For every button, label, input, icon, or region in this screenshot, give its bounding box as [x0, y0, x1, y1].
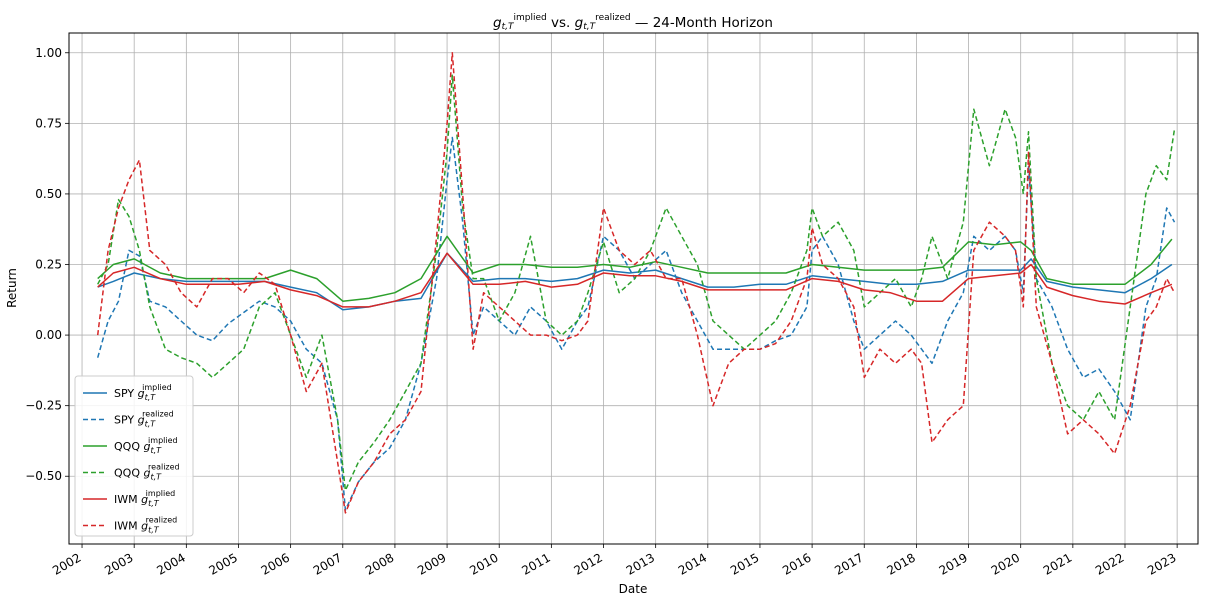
y-tick-label: 0.75	[35, 116, 62, 130]
x-tick-label: 2003	[102, 550, 135, 577]
x-tick-label: 2012	[572, 550, 605, 577]
y-axis-label: Return	[5, 268, 19, 308]
x-axis-ticks: 2002 2003 2004 2005 2006 2007 2008 2009 2010 2011…	[50, 544, 1179, 578]
series-lines	[96, 52, 1176, 514]
legend-entry: SPY gt,Timplied	[114, 383, 172, 402]
legend-entry: IWM gt,Trealized	[114, 516, 177, 535]
series-line-qqq-implied	[97, 235, 1173, 302]
x-tick-label: 2020	[989, 550, 1022, 577]
legend-entry: QQQ gt,Timplied	[114, 436, 178, 455]
y-tick-label: −0.25	[25, 399, 62, 413]
y-tick-label: 0.50	[35, 187, 62, 201]
legend-box	[74, 375, 194, 537]
series-line-qqq-realized	[97, 74, 1176, 492]
x-tick-label: 2011	[519, 550, 552, 577]
legend: SPY gt,Timplied SPY gt,Trealized QQQ gt,Ti…	[74, 375, 194, 537]
series-line-spy-realized	[96, 136, 1176, 511]
legend-entry: SPY gt,Trealized	[114, 410, 174, 429]
legend-entry: IWM gt,Timplied	[114, 489, 175, 508]
series-line-iwm-implied	[97, 252, 1173, 308]
x-tick-label: 2002	[50, 550, 83, 577]
x-tick-label: 2016	[780, 550, 813, 577]
x-tick-label: 2004	[154, 550, 187, 577]
y-axis-ticks: −0.50 −0.25 0.00 0.25 0.50 0.75 1.00	[25, 46, 69, 483]
plot-frame	[68, 32, 1199, 545]
legend-entry: QQQ gt,Trealized	[114, 463, 180, 482]
x-tick-label: 2007	[311, 550, 344, 577]
x-tick-label: 2013	[624, 550, 657, 577]
x-tick-label: 2015	[728, 550, 761, 577]
series-line-iwm-realized	[96, 52, 1176, 514]
x-tick-label: 2014	[676, 550, 709, 577]
x-tick-label: 2023	[1145, 550, 1178, 577]
x-tick-label: 2021	[1041, 550, 1074, 577]
y-tick-label: 0.25	[35, 258, 62, 272]
y-tick-label: −0.50	[25, 469, 62, 483]
y-tick-label: 0.00	[35, 328, 62, 342]
grid	[69, 33, 1198, 544]
x-tick-label: 2017	[832, 550, 865, 577]
chart-title: gt,Timplied vs. gt,Trealized — 24-Month …	[493, 13, 773, 32]
y-tick-label: 1.00	[35, 46, 62, 60]
x-tick-label: 2019	[937, 550, 970, 577]
x-axis-label: Date	[619, 582, 648, 596]
x-tick-label: 2005	[207, 550, 240, 577]
x-tick-label: 2022	[1093, 550, 1126, 577]
x-tick-label: 2018	[884, 550, 917, 577]
x-tick-label: 2008	[363, 550, 396, 577]
x-tick-label: 2006	[259, 550, 292, 577]
x-tick-label: 2010	[467, 550, 500, 577]
x-tick-label: 2009	[415, 550, 448, 577]
